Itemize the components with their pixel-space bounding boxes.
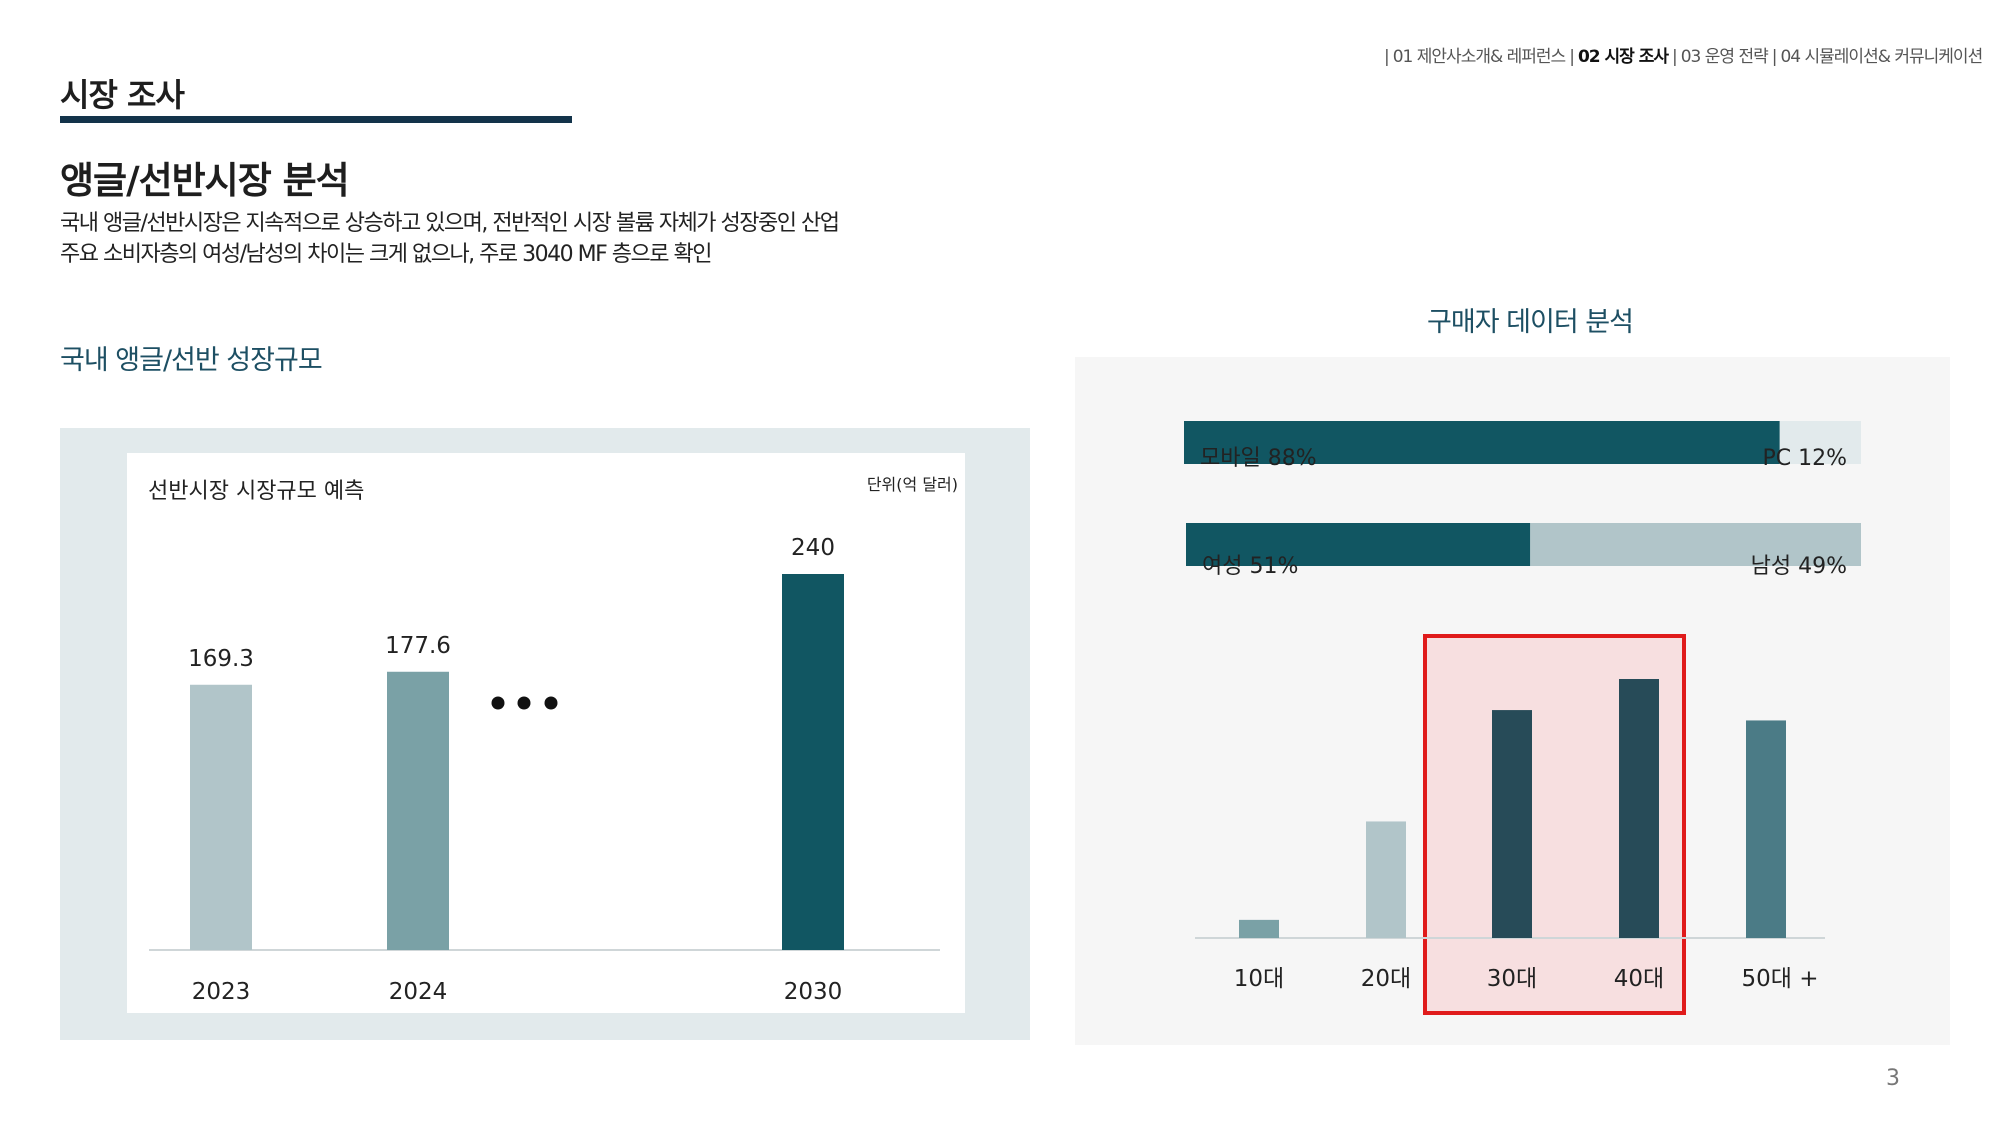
value-label-2030: 240 xyxy=(791,535,835,561)
description-line-2: 주요 소비자층의 여성/남성의 차이는 크게 없으나, 주로 3040 MF 층… xyxy=(60,242,712,267)
nav-separator: | xyxy=(1384,47,1390,67)
value-label-2024: 177.6 xyxy=(385,633,451,659)
gap-dot-2 xyxy=(517,696,531,710)
age-tick-label-5: 50대 + xyxy=(1741,966,1818,992)
tick-label-2030: 2030 xyxy=(784,979,843,1005)
description-line-1: 국내 앵글/선반시장은 지속적으로 상승하고 있으며, 전반적인 시장 볼륨 자… xyxy=(60,211,840,236)
nav-separator: | xyxy=(1672,47,1678,67)
nav-item-2[interactable]: 02 시장 조사 xyxy=(1577,47,1669,67)
hbar-2-segment-1 xyxy=(1186,523,1531,566)
age-bar-5 xyxy=(1746,720,1786,938)
hbar-2-left-label: 여성 51% xyxy=(1202,554,1298,579)
page-heading: 앵글/선반시장 분석 xyxy=(60,159,350,202)
hbar-1-segment-2 xyxy=(1779,421,1861,464)
market-size-chart: 169.3 2023 177.6 2024 240 2030 xyxy=(149,535,940,1005)
age-bar-2 xyxy=(1366,821,1406,938)
tick-label-2024: 2024 xyxy=(389,979,448,1005)
bar-2023 xyxy=(190,684,252,950)
page-number: 3 xyxy=(1886,1066,1900,1091)
bar-2024 xyxy=(387,671,449,950)
hbar-2-right-label: 남성 49% xyxy=(1751,554,1847,579)
nav-separator: | xyxy=(1569,47,1575,67)
nav-separator: | xyxy=(1771,47,1778,67)
age-tick-label-3: 30대 xyxy=(1487,966,1537,992)
nav-item-4[interactable]: 04 시뮬레이션& 커뮤니케이션 xyxy=(1780,47,1983,67)
section-underline xyxy=(60,116,572,123)
top-navigation: | 01 제안사소개& 레퍼런스 | 02 시장 조사 | 03 운영 전략 | 04 시뮬레… xyxy=(1380,42,1983,67)
age-bar-3 xyxy=(1492,710,1532,938)
buyer-data-chart: 모바일 88% PC 12% 여성 51% 남성 49% 10대 20대 30대 40대 50대… xyxy=(1184,421,1861,1015)
hbar-1-left-label: 모바일 88% xyxy=(1200,446,1317,471)
value-label-2023: 169.3 xyxy=(188,646,254,672)
nav-item-3[interactable]: 03 운영 전략 xyxy=(1680,47,1769,67)
tick-label-2023: 2023 xyxy=(192,979,251,1005)
age-tick-label-4: 40대 xyxy=(1614,966,1664,992)
gap-dot-3 xyxy=(544,696,558,710)
market-chart-unit: 단위(억 달러) xyxy=(866,475,958,494)
bar-2030 xyxy=(782,574,844,950)
nav-item-1[interactable]: 01 제안사소개& 레퍼런스 xyxy=(1392,47,1566,67)
age-bar-1 xyxy=(1239,919,1279,938)
hbar-2-segment-2 xyxy=(1530,523,1861,566)
gap-dot-1 xyxy=(491,696,505,710)
hbar-1-segment-1 xyxy=(1184,421,1780,464)
market-chart-title: 선반시장 시장규모 예측 xyxy=(148,479,365,504)
market-growth-subtitle: 국내 앵글/선반 성장규모 xyxy=(60,345,323,376)
age-bar-4 xyxy=(1619,679,1659,938)
hbar-1-right-label: PC 12% xyxy=(1762,446,1847,471)
buyer-data-subtitle: 구매자 데이터 분석 xyxy=(1427,307,1634,338)
description: 국내 앵글/선반시장은 지속적으로 상승하고 있으며, 전반적인 시장 볼륨 자… xyxy=(60,208,840,270)
age-tick-label-1: 10대 xyxy=(1234,966,1284,992)
section-title: 시장 조사 xyxy=(60,76,185,114)
age-tick-label-2: 20대 xyxy=(1361,966,1411,992)
